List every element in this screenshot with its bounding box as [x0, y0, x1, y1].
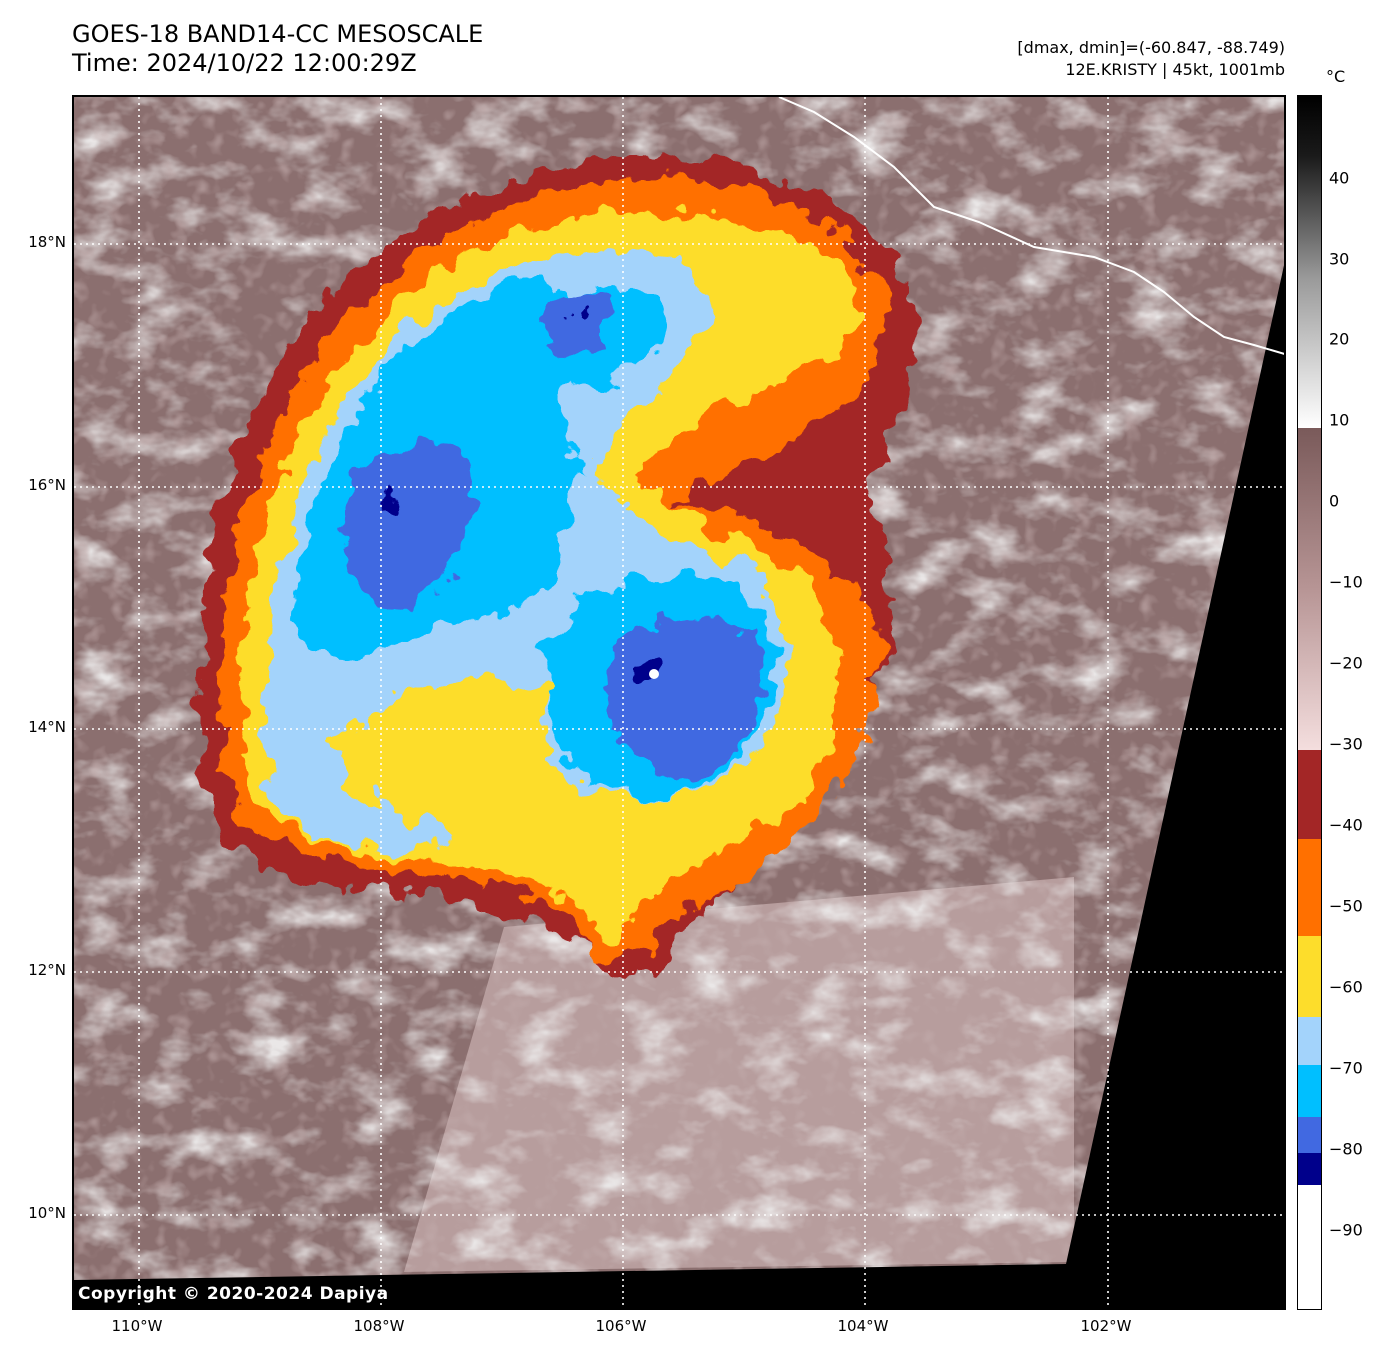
lon-label-110w: 110°W — [111, 1317, 163, 1335]
core-west — [342, 440, 472, 609]
colorbar-tick: −30 — [1329, 734, 1363, 754]
lon-label-104w: 104°W — [837, 1317, 889, 1335]
overshoot-west — [383, 493, 401, 511]
satellite-imagery — [74, 97, 1284, 1308]
colorbar-tick: −60 — [1329, 977, 1363, 997]
satellite-map: Copyright © 2020-2024 Dapiya — [72, 95, 1286, 1310]
lon-label-108w: 108°W — [353, 1317, 405, 1335]
colorbar-tick: −10 — [1329, 572, 1363, 592]
lat-label-14n: 14°N — [28, 718, 66, 736]
colorbar-tick: 40 — [1329, 168, 1350, 188]
colorbar-tick: 30 — [1329, 249, 1350, 269]
dmax-dmin-readout: [dmax, dmin]=(-60.847, -88.749) — [1017, 38, 1285, 57]
colorbar-tick: −70 — [1329, 1058, 1363, 1078]
copyright-text: Copyright © 2020-2024 Dapiya — [78, 1284, 389, 1304]
colorbar-band-white — [1298, 1185, 1321, 1309]
storm-info: [dmax, dmin]=(-60.847, -88.749) 12E.KRIS… — [1017, 37, 1285, 81]
colorbar-tick: 20 — [1329, 329, 1350, 349]
title-product: GOES-18 BAND14-CC MESOSCALE — [72, 20, 484, 48]
overshoot-east — [635, 658, 663, 686]
colorbar-band-yellow — [1298, 936, 1321, 1017]
chart-title: GOES-18 BAND14-CC MESOSCALE Time: 2024/1… — [72, 20, 483, 78]
lat-label-12n: 12°N — [28, 961, 66, 979]
colorbar-band-red — [1298, 750, 1321, 839]
colorbar-tick: −90 — [1329, 1220, 1363, 1240]
gridlines — [74, 97, 1284, 1308]
colorbar-warm-gray — [1298, 96, 1321, 428]
no-data-region — [74, 265, 1284, 1308]
colorbar-tick: −20 — [1329, 653, 1363, 673]
colorbar-tick: 10 — [1329, 410, 1350, 430]
colorbar-warm-brown — [1298, 428, 1321, 750]
lat-label-10n: 10°N — [28, 1204, 66, 1222]
colorbar-band-royalblue — [1298, 1117, 1321, 1153]
colorbar-band-orange — [1298, 839, 1321, 936]
colorbar-band-lightblue — [1298, 1017, 1321, 1065]
colorbar — [1297, 95, 1322, 1310]
core-north — [537, 293, 610, 359]
core-east — [603, 616, 762, 779]
title-time: Time: 2024/10/22 12:00:29Z — [72, 49, 417, 77]
lon-label-102w: 102°W — [1080, 1317, 1132, 1335]
colorbar-band-skyblue — [1298, 1065, 1321, 1117]
colorbar-gradient — [1298, 96, 1321, 1309]
lon-label-106w: 106°W — [595, 1317, 647, 1335]
colorbar-tick: 0 — [1329, 491, 1340, 511]
colorbar-unit: °C — [1326, 67, 1346, 86]
lat-label-18n: 18°N — [28, 233, 66, 251]
colorbar-tick: −80 — [1329, 1139, 1363, 1159]
colorbar-tick: −40 — [1329, 815, 1363, 835]
convection — [198, 156, 918, 977]
overshoot-north — [573, 306, 585, 318]
storm-summary: 12E.KRISTY | 45kt, 1001mb — [1065, 60, 1285, 79]
colorbar-band-navy — [1298, 1153, 1321, 1185]
coastline — [778, 97, 1284, 355]
colorbar-tick: −50 — [1329, 896, 1363, 916]
coldest-pixel — [649, 669, 659, 679]
lat-label-16n: 16°N — [28, 476, 66, 494]
